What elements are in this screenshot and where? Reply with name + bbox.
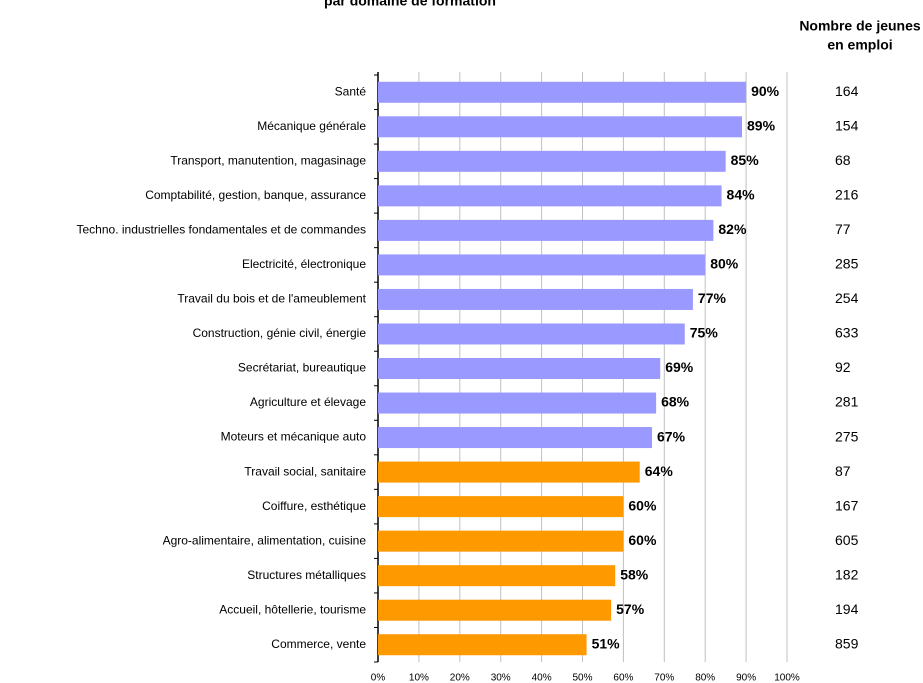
count-label: 87 xyxy=(835,463,851,479)
value-label: 57% xyxy=(616,601,645,617)
y-tick-label: Santé xyxy=(335,84,367,98)
column-title: Nombre de jeunes xyxy=(799,18,921,34)
count-label: 167 xyxy=(835,497,859,513)
x-tick-label: 0% xyxy=(371,673,386,683)
value-label: 60% xyxy=(628,497,657,513)
bar xyxy=(378,185,722,207)
y-tick-label: Electricité, électronique xyxy=(242,257,366,271)
count-label: 68 xyxy=(835,152,851,168)
value-label: 68% xyxy=(661,394,690,410)
x-tick-label: 60% xyxy=(613,673,633,683)
count-label: 275 xyxy=(835,428,859,444)
value-label: 84% xyxy=(727,187,756,203)
bar xyxy=(378,427,653,449)
bar xyxy=(378,530,624,552)
value-label: 60% xyxy=(628,532,657,548)
value-label: 89% xyxy=(747,117,776,133)
column-title: en emploi xyxy=(827,37,892,53)
bar xyxy=(378,288,693,310)
bar xyxy=(378,219,714,241)
y-tick-label: Construction, génie civil, énergie xyxy=(193,326,367,340)
bar xyxy=(378,496,624,518)
bar xyxy=(378,634,587,656)
y-tick-label: Agriculture et élevage xyxy=(250,395,366,409)
count-label: 92 xyxy=(835,359,851,375)
y-tick-label: Accueil, hôtellerie, tourisme xyxy=(219,602,366,616)
count-label: 194 xyxy=(835,601,859,617)
bar xyxy=(378,392,657,414)
x-tick-label: 10% xyxy=(409,673,429,683)
bar xyxy=(378,116,743,138)
x-tick-label: 100% xyxy=(774,673,800,683)
y-tick-label: Mécanique générale xyxy=(257,119,366,133)
y-tick-label: Agro-alimentaire, alimentation, cuisine xyxy=(163,533,367,547)
value-label: 90% xyxy=(751,83,780,99)
value-label: 51% xyxy=(592,635,621,651)
bar xyxy=(378,150,726,172)
y-tick-label: Structures métalliques xyxy=(247,568,366,582)
x-tick-label: 70% xyxy=(654,673,674,683)
count-label: 281 xyxy=(835,394,859,410)
y-tick-label: Travail du bois et de l'ameublement xyxy=(177,292,366,306)
y-tick-label: Coiffure, esthétique xyxy=(262,499,366,513)
chart-title: par domaine de formation xyxy=(324,0,496,9)
value-label: 77% xyxy=(698,290,727,306)
x-tick-label: 20% xyxy=(450,673,470,683)
value-label: 58% xyxy=(620,566,649,582)
count-label: 633 xyxy=(835,325,859,341)
count-label: 182 xyxy=(835,566,859,582)
bar xyxy=(378,461,640,483)
bar xyxy=(378,323,685,345)
count-label: 285 xyxy=(835,256,859,272)
bar xyxy=(378,565,616,587)
count-label: 254 xyxy=(835,290,859,306)
y-tick-label: Transport, manutention, magasinage xyxy=(170,153,366,167)
count-label: 154 xyxy=(835,117,859,133)
y-tick-label: Secrétariat, bureautique xyxy=(238,361,366,375)
value-label: 80% xyxy=(710,256,739,272)
count-label: 605 xyxy=(835,532,859,548)
value-label: 75% xyxy=(690,325,719,341)
y-tick-label: Commerce, vente xyxy=(271,637,366,651)
x-tick-label: 40% xyxy=(532,673,552,683)
bar xyxy=(378,254,706,276)
value-label: 69% xyxy=(665,359,694,375)
y-tick-label: Moteurs et mécanique auto xyxy=(221,430,367,444)
y-tick-label: Techno. industrielles fondamentales et d… xyxy=(77,223,367,237)
x-tick-label: 30% xyxy=(491,673,511,683)
x-tick-label: 90% xyxy=(736,673,756,683)
value-label: 82% xyxy=(718,221,747,237)
y-tick-label: Comptabilité, gestion, banque, assurance xyxy=(145,188,366,202)
bar xyxy=(378,81,747,103)
count-label: 77 xyxy=(835,221,851,237)
value-label: 85% xyxy=(731,152,760,168)
bar xyxy=(378,358,661,379)
value-label: 67% xyxy=(657,428,686,444)
y-tick-label: Travail social, sanitaire xyxy=(244,464,366,478)
bar xyxy=(378,599,612,621)
count-label: 216 xyxy=(835,187,859,203)
x-tick-label: 50% xyxy=(572,673,592,683)
x-tick-label: 80% xyxy=(695,673,715,683)
value-label: 64% xyxy=(645,463,674,479)
count-label: 859 xyxy=(835,635,859,651)
count-label: 164 xyxy=(835,83,859,99)
